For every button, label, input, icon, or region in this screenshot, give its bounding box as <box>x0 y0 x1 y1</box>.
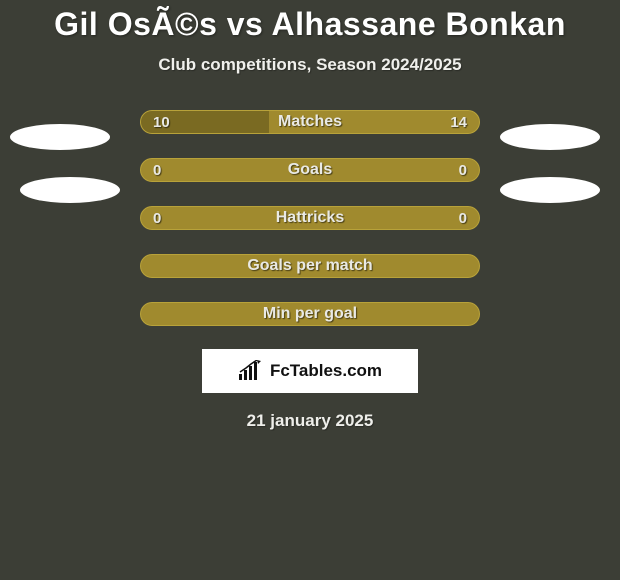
avatar-left-1 <box>20 177 120 203</box>
stat-label: Goals <box>288 161 332 179</box>
stat-right-value: 0 <box>459 162 467 179</box>
stat-row: Min per goal <box>0 301 620 327</box>
chart-icon <box>238 360 264 382</box>
page-title: Gil OsÃ©s vs Alhassane Bonkan <box>0 0 620 43</box>
date-text: 21 january 2025 <box>0 411 620 431</box>
avatar-right-1 <box>500 177 600 203</box>
avatar-left-0 <box>10 124 110 150</box>
stat-bar-min-per-goal: Min per goal <box>140 302 480 326</box>
stat-label: Matches <box>278 113 342 131</box>
stat-row: 0 Hattricks 0 <box>0 205 620 231</box>
stat-bar-goals: 0 Goals 0 <box>140 158 480 182</box>
stat-bar-matches: 10 Matches 14 <box>140 110 480 134</box>
avatar-right-0 <box>500 124 600 150</box>
logo-text: FcTables.com <box>270 361 382 381</box>
stat-right-value: 14 <box>450 114 467 131</box>
stat-left-value: 0 <box>153 210 161 227</box>
subtitle: Club competitions, Season 2024/2025 <box>0 55 620 75</box>
stat-right-value: 0 <box>459 210 467 227</box>
stat-label: Hattricks <box>276 209 344 227</box>
stat-row: Goals per match <box>0 253 620 279</box>
logo-box[interactable]: FcTables.com <box>202 349 418 393</box>
stat-left-value: 10 <box>153 114 170 131</box>
stat-label: Goals per match <box>247 257 372 275</box>
stat-left-value: 0 <box>153 162 161 179</box>
stat-bar-goals-per-match: Goals per match <box>140 254 480 278</box>
stat-label: Min per goal <box>263 305 357 323</box>
stat-bar-hattricks: 0 Hattricks 0 <box>140 206 480 230</box>
